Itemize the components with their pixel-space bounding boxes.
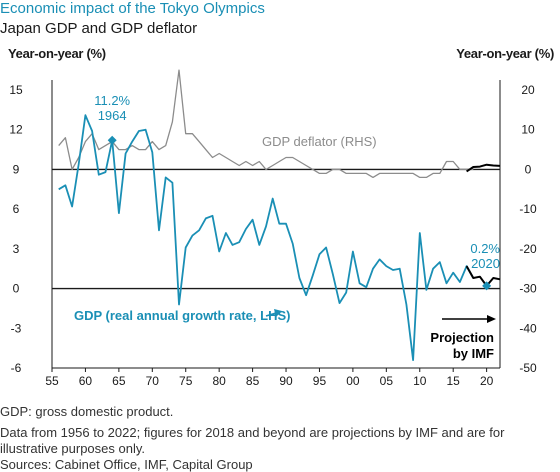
footnote-sources: Sources: Cabinet Office, IMF, Capital Gr… — [0, 457, 253, 472]
projection-label-line2: by IMF — [453, 346, 494, 361]
annotation-label-1964-value: 11.2% — [94, 93, 130, 108]
chart-subtitle: Japan GDP and GDP deflator — [0, 20, 198, 37]
annotation-label-2020-value: 0.2% — [470, 241, 500, 256]
projection-label-line1: Projection — [430, 330, 494, 345]
x-tick-label: 55 — [45, 374, 59, 388]
annotation-marker-2020 — [482, 281, 492, 291]
left-y-tick-label: 9 — [13, 162, 20, 176]
x-tick-label: 05 — [380, 374, 394, 388]
left-y-tick-label: 15 — [9, 83, 23, 97]
gdp-series-label: GDP (real annual growth rate, LHS) — [74, 308, 290, 323]
left-y-tick-label: 0 — [13, 282, 20, 296]
x-tick-label: 70 — [146, 374, 160, 388]
right-y-tick-label: 20 — [521, 83, 535, 97]
right-y-tick-label: -50 — [519, 361, 537, 375]
annotation-label-2020-year: 2020 — [471, 256, 500, 271]
gdp-projection-line — [465, 265, 501, 287]
chart-title: Economic impact of the Tokyo Olympics — [0, 0, 265, 17]
footnote-data-range: Data from 1956 to 2022; figures for 2018… — [0, 425, 505, 456]
deflator-series-line — [58, 69, 474, 179]
left-y-tick-label: 3 — [13, 242, 20, 256]
gdp-series-line — [58, 114, 475, 362]
footnote-gdp-definition: GDP: gross domestic product. — [0, 404, 174, 419]
right-y-tick-label: 10 — [521, 123, 535, 137]
right-y-tick-label: -20 — [519, 242, 537, 256]
right-axis-title: Year-on-year (%) — [456, 46, 554, 61]
chart-plot: 15 12 9 6 3 0 -3 -6 20 10 0 -10 -20 -30 -40 -50 55 60 65 70… — [9, 69, 537, 388]
x-tick-label: 20 — [480, 374, 494, 388]
deflator-projection-line — [466, 163, 501, 173]
left-y-tick-label: 6 — [13, 202, 20, 216]
right-y-tick-label: 0 — [525, 162, 532, 176]
x-tick-label: 95 — [313, 374, 327, 388]
annotation-label-1964-year: 1964 — [98, 108, 127, 123]
left-y-tick-label: 12 — [9, 123, 23, 137]
annotation-marker-1964 — [107, 135, 117, 145]
left-y-tick-label: -3 — [11, 321, 22, 335]
right-y-tick-label: -10 — [519, 202, 537, 216]
gdp-label-arrow-head — [274, 309, 282, 317]
right-y-tick-label: -40 — [519, 321, 537, 335]
right-y-tick-label: -30 — [519, 282, 537, 296]
left-y-tick-label: -6 — [11, 361, 22, 375]
deflator-series-label: GDP deflator (RHS) — [262, 134, 377, 149]
x-tick-label: 60 — [79, 374, 93, 388]
x-tick-label: 80 — [212, 374, 226, 388]
projection-arrow-head — [487, 315, 496, 323]
x-tick-label: 75 — [179, 374, 193, 388]
x-tick-label: 65 — [112, 374, 126, 388]
gdp-label-arrow-shaft — [265, 312, 277, 317]
left-axis-title: Year-on-year (%) — [8, 46, 106, 61]
x-tick-label: 10 — [413, 374, 427, 388]
x-tick-label: 15 — [447, 374, 461, 388]
x-tick-label: 85 — [246, 374, 260, 388]
x-tick-label: 90 — [279, 374, 293, 388]
x-tick-label: 00 — [346, 374, 360, 388]
